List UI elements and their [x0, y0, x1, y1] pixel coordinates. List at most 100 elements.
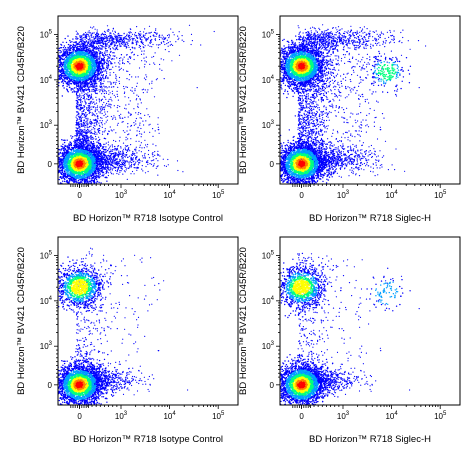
event-dot: [108, 130, 110, 133]
event-dot: [106, 71, 108, 73]
event-dot: [90, 101, 92, 103]
event-dot: [127, 40, 129, 42]
event-dot: [95, 82, 97, 84]
event-dot: [108, 166, 110, 168]
event-dot: [107, 66, 109, 69]
event-dot: [54, 65, 55, 66]
event-dot: [58, 76, 60, 78]
event-dot: [155, 32, 157, 34]
event-dot: [65, 82, 68, 84]
event-dot: [86, 114, 88, 116]
event-dot: [140, 142, 142, 144]
event-dot: [100, 158, 102, 160]
event-dot: [110, 157, 113, 159]
event-dot: [78, 127, 80, 129]
event-dot: [123, 41, 125, 43]
event-dot: [102, 34, 105, 36]
event-dot: [109, 34, 111, 36]
event-dot: [95, 135, 97, 138]
event-dot: [128, 61, 130, 63]
event-dot: [125, 47, 127, 49]
event-dot: [167, 45, 169, 47]
event-dot: [85, 143, 87, 145]
event-dot: [92, 138, 94, 140]
event-dot: [101, 98, 104, 100]
event-dot: [109, 157, 111, 159]
event-dot: [100, 109, 102, 111]
event-dot: [118, 41, 120, 43]
event-dot: [100, 99, 102, 101]
event-dot: [106, 37, 108, 39]
event-dot: [133, 58, 135, 61]
event-dot: [143, 77, 146, 79]
event-dot: [119, 105, 121, 108]
event-dot: [123, 163, 125, 165]
event-dot: [84, 133, 87, 135]
event-dot: [75, 100, 77, 102]
event-dot: [100, 41, 102, 44]
event-dot: [95, 118, 97, 120]
event-dot: [183, 40, 185, 43]
event-dot: [129, 63, 131, 65]
event-dot: [105, 116, 107, 118]
event-dot: [92, 88, 95, 91]
event-dot: [75, 132, 77, 134]
event-dot: [104, 40, 106, 43]
event-dot: [90, 32, 92, 34]
event-dot: [122, 62, 124, 64]
event-dot: [98, 50, 100, 52]
event-dot: [103, 56, 105, 59]
event-dot: [95, 96, 97, 98]
event-dot: [73, 48, 75, 51]
event-dot: [87, 104, 89, 107]
event-dot: [130, 162, 133, 164]
event-dot: [139, 162, 141, 164]
event-dot: [102, 43, 104, 45]
event-dot: [147, 143, 149, 146]
event-dot: [112, 39, 114, 41]
event-dot: [139, 37, 141, 39]
event-dot: [89, 37, 91, 39]
event-dot: [168, 51, 170, 53]
event-dot: [83, 93, 85, 95]
event-dot: [141, 60, 143, 62]
event-dot: [97, 36, 99, 38]
event-dot: [157, 150, 159, 152]
event-dot: [118, 140, 121, 142]
event-dot: [115, 47, 118, 49]
event-dot: [107, 30, 109, 32]
event-dot: [85, 37, 87, 39]
event-dot: [89, 136, 91, 138]
event-dot: [107, 115, 109, 117]
event-dot: [123, 88, 125, 90]
event-dot: [105, 68, 107, 70]
event-dot: [53, 71, 54, 72]
event-dot: [152, 43, 154, 46]
event-dot: [77, 95, 79, 97]
event-dot: [121, 157, 123, 159]
event-dot: [65, 41, 68, 44]
event-dot: [150, 160, 152, 162]
event-dot: [88, 46, 90, 48]
event-dot: [144, 45, 146, 47]
event-dot: [88, 130, 90, 133]
event-dot: [141, 89, 143, 91]
event-dot: [84, 105, 86, 107]
event-dot: [85, 93, 87, 95]
event-dot: [84, 113, 86, 115]
event-dot: [133, 173, 135, 175]
event-dot: [94, 111, 96, 113]
event-dot: [121, 161, 123, 164]
event-dot: [104, 54, 106, 56]
event-dot: [115, 65, 117, 67]
event-dot: [118, 69, 120, 71]
event-dot: [88, 112, 90, 115]
event-dot: [87, 138, 89, 140]
event-dot: [135, 41, 137, 43]
event-dot: [88, 110, 90, 113]
event-dot: [122, 40, 124, 42]
event-dot: [152, 152, 154, 154]
event-dot: [103, 101, 105, 104]
event-dot: [70, 47, 73, 49]
event-dot: [86, 93, 88, 95]
